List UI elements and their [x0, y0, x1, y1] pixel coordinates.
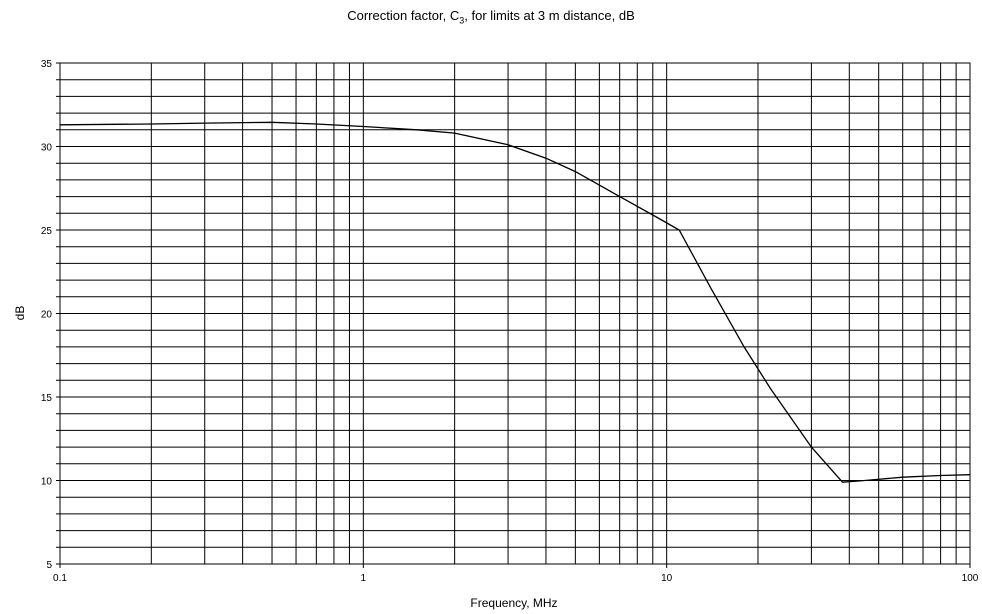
y-axis-label: dB — [13, 306, 27, 321]
y-tick-label: 35 — [41, 59, 53, 70]
x-tick-label: 0.1 — [53, 573, 67, 584]
x-axis-label: Frequency, MHz — [470, 596, 557, 610]
chart-title-subscript: 3 — [459, 15, 465, 26]
chart-title-prefix: Correction factor, C — [347, 8, 460, 23]
plot-frame — [59, 62, 971, 565]
y-tick-label: 15 — [41, 393, 53, 404]
grid — [56, 62, 971, 568]
series-layer — [59, 121, 971, 483]
y-tick-label: 20 — [41, 310, 53, 321]
y-tick-label: 30 — [41, 143, 53, 154]
x-tick-label: 1 — [361, 573, 367, 584]
tick-labels: 5 10 15 20 25 30 35 0.1 1 10 100 — [41, 59, 979, 584]
chart-title: Correction factor, C3, for limits at 3 m… — [0, 8, 982, 26]
x-tick-label: 10 — [661, 573, 673, 584]
series-line — [59, 121, 971, 483]
chart-title-suffix: , for limits at 3 m distance, dB — [464, 8, 635, 23]
y-tick-label: 25 — [41, 226, 53, 237]
y-tick-label: 10 — [41, 477, 53, 488]
y-tick-label: 5 — [46, 560, 52, 571]
x-tick-label: 100 — [962, 573, 979, 584]
